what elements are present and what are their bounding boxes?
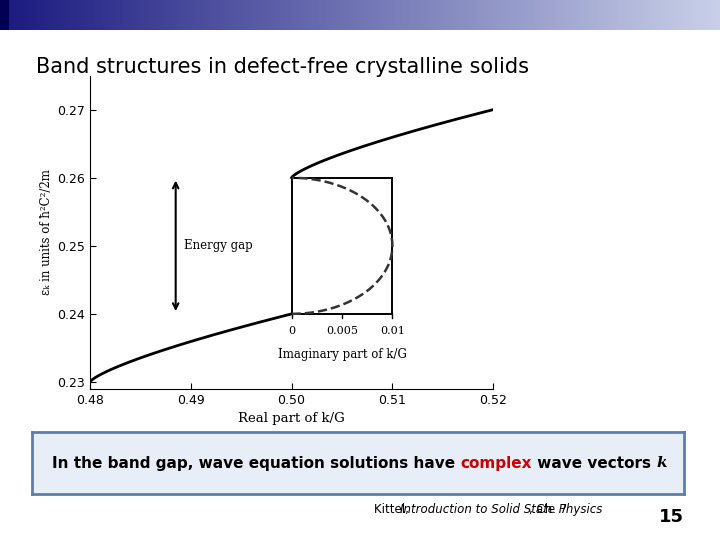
Text: In the band gap, wave equation solutions have: In the band gap, wave equation solutions… (52, 456, 460, 470)
Text: , Ch. 7: , Ch. 7 (529, 503, 567, 516)
Text: 0.01: 0.01 (380, 326, 405, 336)
Text: 0.005: 0.005 (326, 326, 358, 336)
Text: 15: 15 (659, 509, 684, 526)
Text: wave vectors: wave vectors (532, 456, 656, 470)
Text: 0: 0 (288, 326, 295, 336)
Text: Band structures in defect-free crystalline solids: Band structures in defect-free crystalli… (36, 57, 529, 77)
Text: k: k (656, 456, 667, 470)
Text: Energy gap: Energy gap (184, 239, 253, 252)
X-axis label: Real part of k/G: Real part of k/G (238, 412, 345, 425)
Y-axis label: εₖ in units of ħ²C²/2m: εₖ in units of ħ²C²/2m (40, 169, 53, 295)
Text: complex: complex (460, 456, 532, 470)
Text: Introduction to Solid State Physics: Introduction to Solid State Physics (400, 503, 602, 516)
Bar (0, 0, 9, 30)
Text: Imaginary part of k/G: Imaginary part of k/G (278, 348, 406, 361)
Text: Kittel,: Kittel, (374, 503, 413, 516)
